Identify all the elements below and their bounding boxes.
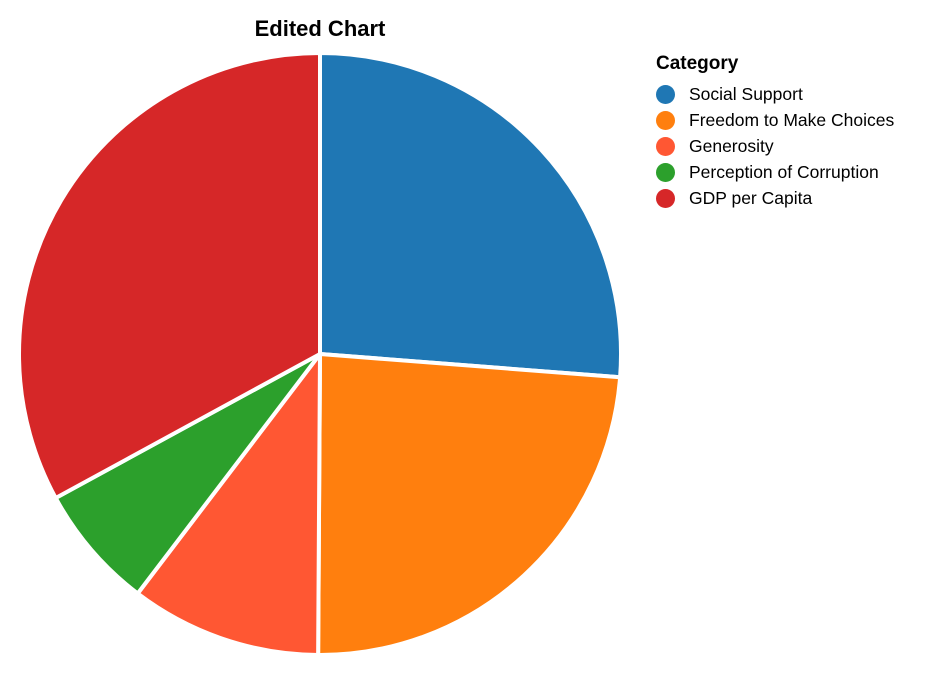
pie-slice-generosity [135, 352, 322, 657]
legend-label: Perception of Corruption [689, 161, 879, 182]
legend-swatch [656, 110, 675, 130]
legend-label: Generosity [689, 135, 774, 156]
legend-swatch [656, 136, 675, 156]
pie-slice-freedom-to-make-choices [316, 352, 623, 657]
legend-title: Category [656, 53, 739, 74]
legend-swatch [656, 188, 675, 208]
legend-swatch [656, 162, 675, 182]
legend-items: Social Support Freedom to Make Choices Gen… [656, 81, 894, 211]
legend-label: Freedom to Make Choices [689, 109, 895, 130]
chart-title: Edited Chart [254, 16, 386, 41]
legend-label: GDP per Capita [689, 187, 813, 208]
legend-swatch [656, 84, 675, 104]
legend-item-perception-of-corruption: Perception of Corruption [656, 159, 894, 185]
pie-slice-gdp-per-capita [17, 51, 322, 500]
legend-item-social-support: Social Support [656, 81, 894, 107]
pie-slices [17, 51, 623, 657]
legend-item-freedom-to-make-choices: Freedom to Make Choices [656, 107, 894, 133]
legend: Category Social Support Freedom to Make C… [656, 53, 894, 211]
pie-slice-social-support [318, 51, 623, 380]
pie-slice-perception-of-corruption [53, 352, 322, 596]
legend-item-gdp-per-capita: GDP per Capita [656, 185, 894, 211]
legend-label: Social Support [689, 83, 803, 104]
legend-item-generosity: Generosity [656, 133, 894, 159]
